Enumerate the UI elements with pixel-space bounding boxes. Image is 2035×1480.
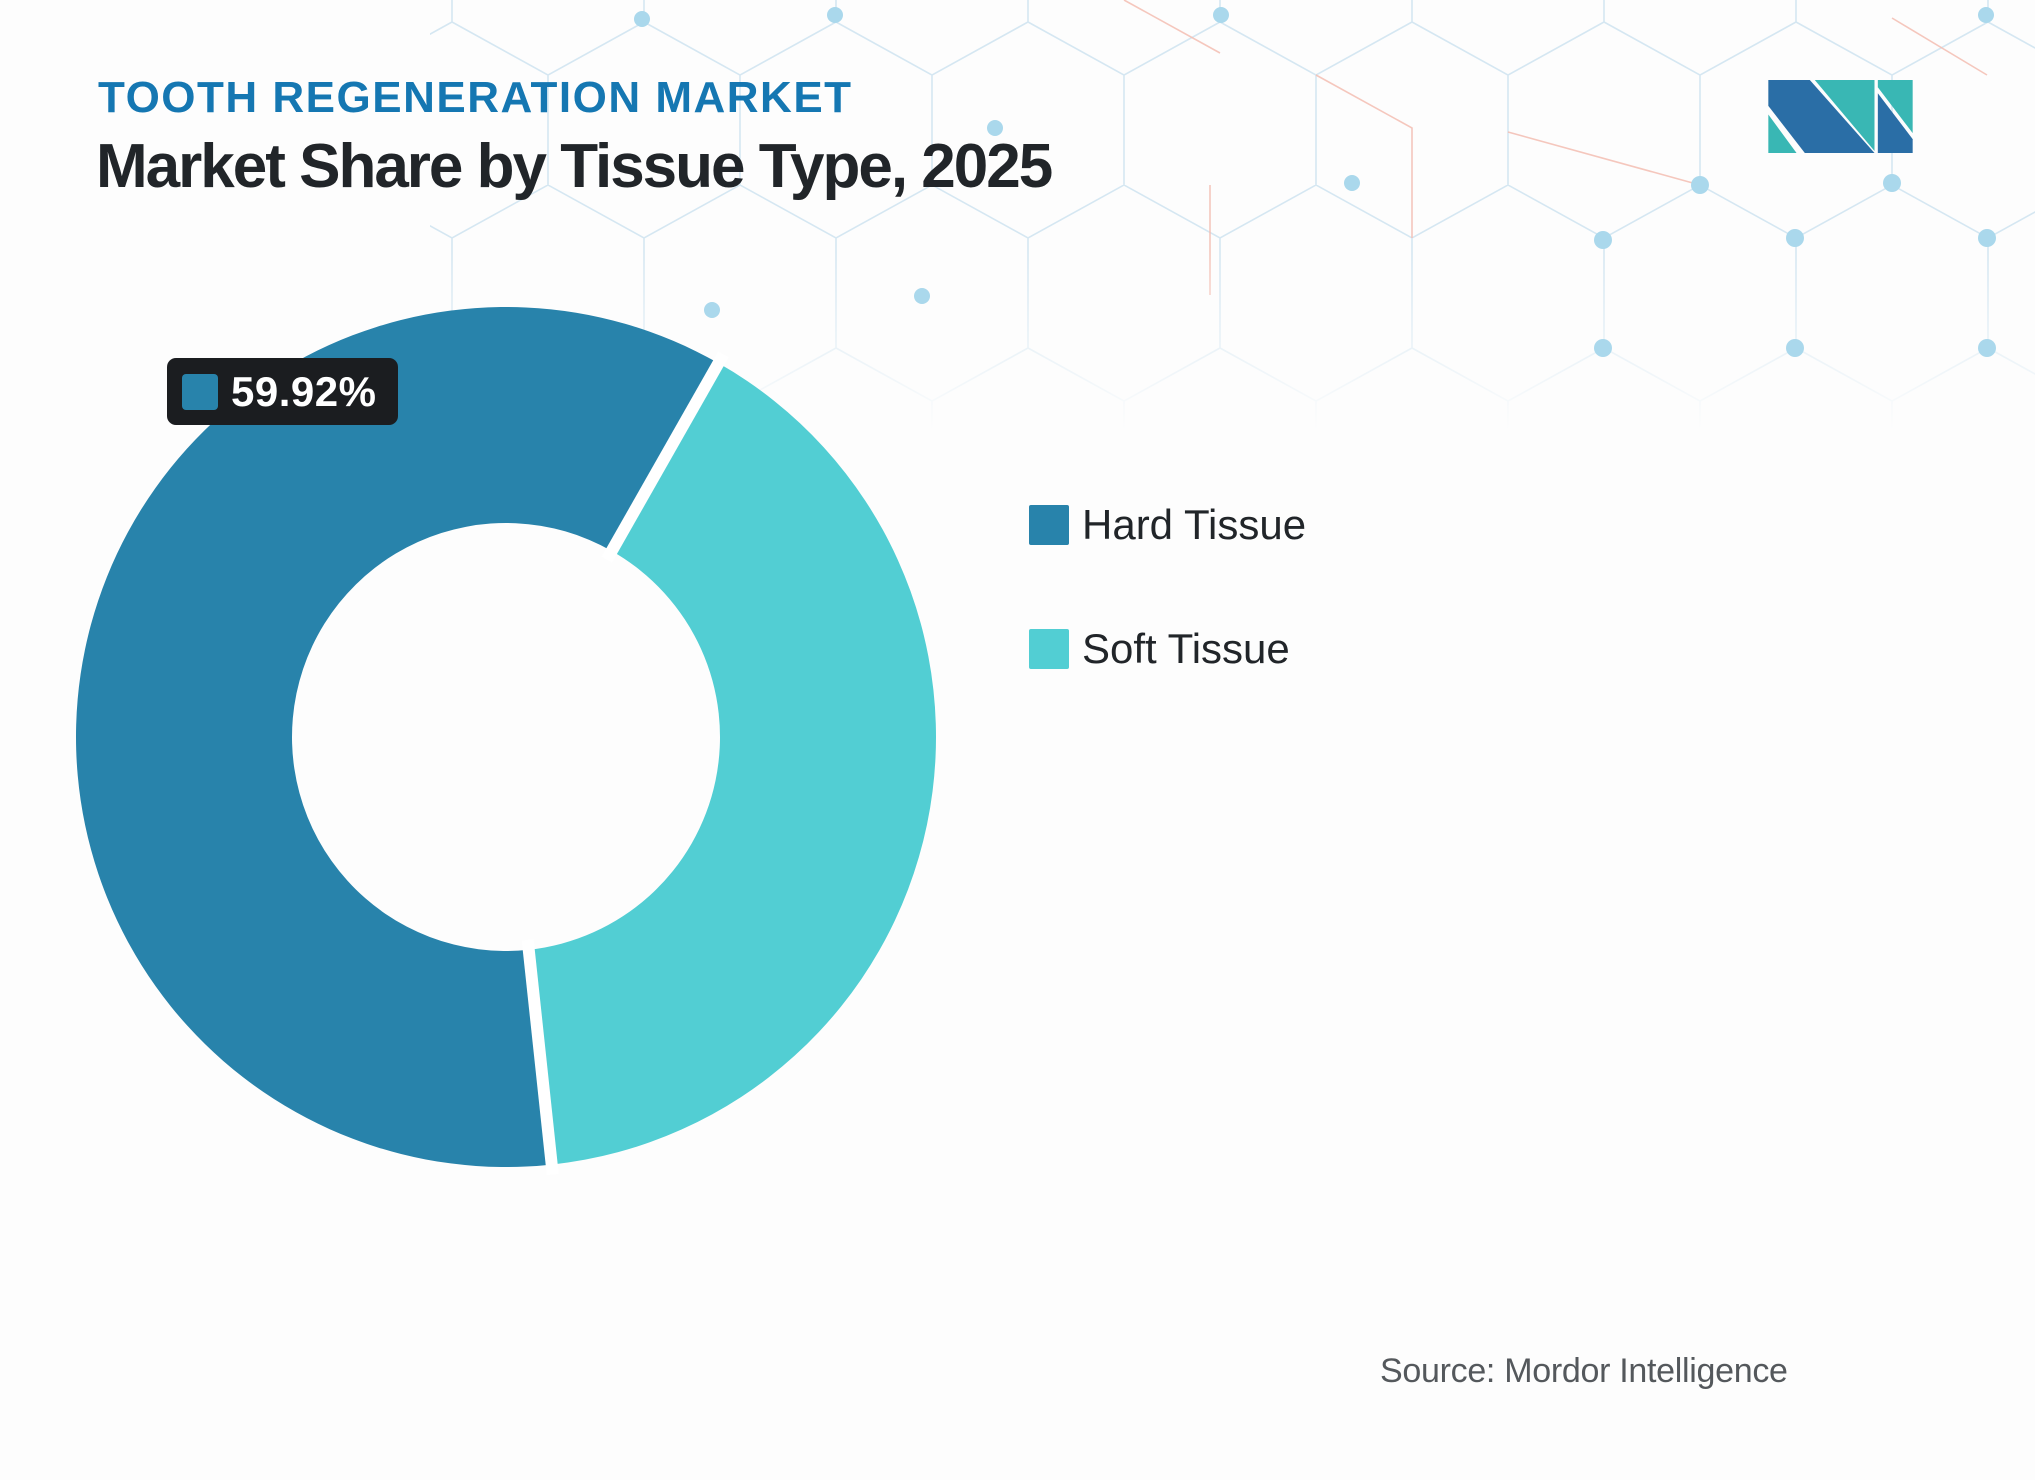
legend-label-hard-tissue: Hard Tissue <box>1082 501 1307 548</box>
slice-gap <box>521 939 559 1176</box>
report-eyebrow-title: TOOTH REGENERATION MARKET <box>98 73 853 122</box>
logo-right-teal <box>1877 80 1913 134</box>
legend-label-soft-tissue: Soft Tissue <box>1082 625 1290 672</box>
slice-gap <box>601 351 729 563</box>
data-label-swatch <box>182 373 218 410</box>
donut-chart <box>66 297 946 1177</box>
salmon-lattice-lines <box>1123 0 1988 295</box>
source-attribution: Source: Mordor Intelligence <box>1380 1352 1788 1390</box>
logo-left-teal-triangle <box>1768 114 1797 153</box>
legend-swatch-hard-tissue <box>1029 505 1069 545</box>
chart-title: Market Share by Tissue Type, 2025 <box>96 132 1053 201</box>
logo-mid-teal-triangle <box>1814 80 1875 152</box>
logo-right-blue <box>1877 93 1913 153</box>
mordor-intelligence-logo <box>1768 80 1913 153</box>
legend-item-soft-tissue: Soft Tissue <box>1029 625 1306 672</box>
legend-item-hard-tissue: Hard Tissue <box>1029 501 1307 548</box>
data-label-value: 59.92% <box>231 367 377 415</box>
legend-swatch-soft-tissue <box>1029 629 1069 669</box>
donut-slice-soft-tissue <box>528 363 936 1165</box>
logo-left-diagonal <box>1768 80 1875 153</box>
data-label-hard-tissue: 59.92% <box>167 358 399 425</box>
donut-slice-hard-tissue <box>75 306 719 1167</box>
chart-legend: Hard Tissue Soft Tissue <box>1029 501 1307 753</box>
lattice-dots <box>634 7 1996 357</box>
